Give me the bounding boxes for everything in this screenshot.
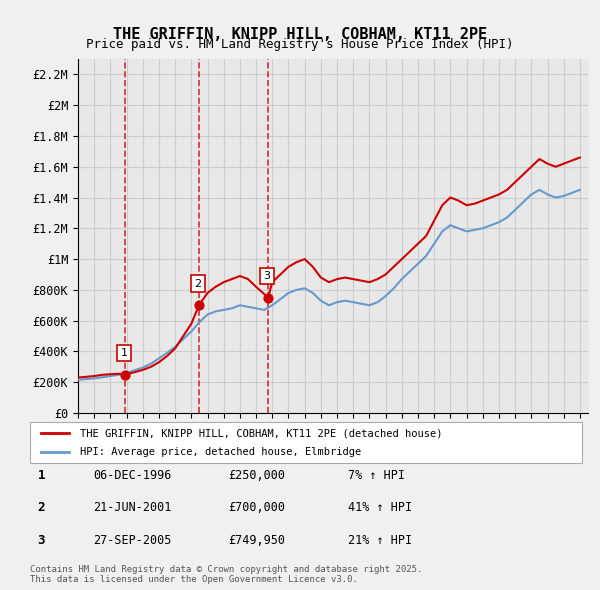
Text: Price paid vs. HM Land Registry's House Price Index (HPI): Price paid vs. HM Land Registry's House … — [86, 38, 514, 51]
Text: 3: 3 — [263, 271, 270, 281]
Text: 21% ↑ HPI: 21% ↑ HPI — [348, 534, 412, 547]
Text: Contains HM Land Registry data © Crown copyright and database right 2025.
This d: Contains HM Land Registry data © Crown c… — [30, 565, 422, 584]
Text: £749,950: £749,950 — [228, 534, 285, 547]
Text: 06-DEC-1996: 06-DEC-1996 — [93, 469, 172, 482]
Point — [121, 370, 130, 379]
Text: 27-SEP-2005: 27-SEP-2005 — [93, 534, 172, 547]
Text: 7% ↑ HPI: 7% ↑ HPI — [348, 469, 405, 482]
Text: 41% ↑ HPI: 41% ↑ HPI — [348, 502, 412, 514]
Text: THE GRIFFIN, KNIPP HILL, COBHAM, KT11 2PE (detached house): THE GRIFFIN, KNIPP HILL, COBHAM, KT11 2P… — [80, 428, 442, 438]
Text: THE GRIFFIN, KNIPP HILL, COBHAM, KT11 2PE: THE GRIFFIN, KNIPP HILL, COBHAM, KT11 2P… — [113, 27, 487, 41]
Text: HPI: Average price, detached house, Elmbridge: HPI: Average price, detached house, Elmb… — [80, 447, 361, 457]
Text: 2: 2 — [194, 279, 201, 289]
Text: 1: 1 — [121, 348, 127, 358]
Text: 21-JUN-2001: 21-JUN-2001 — [93, 502, 172, 514]
FancyBboxPatch shape — [30, 422, 582, 463]
Text: £700,000: £700,000 — [228, 502, 285, 514]
Point — [194, 300, 204, 310]
Point — [263, 293, 273, 302]
Text: £250,000: £250,000 — [228, 469, 285, 482]
Text: 3: 3 — [38, 534, 45, 547]
Text: 2: 2 — [38, 502, 45, 514]
Text: 1: 1 — [38, 469, 45, 482]
